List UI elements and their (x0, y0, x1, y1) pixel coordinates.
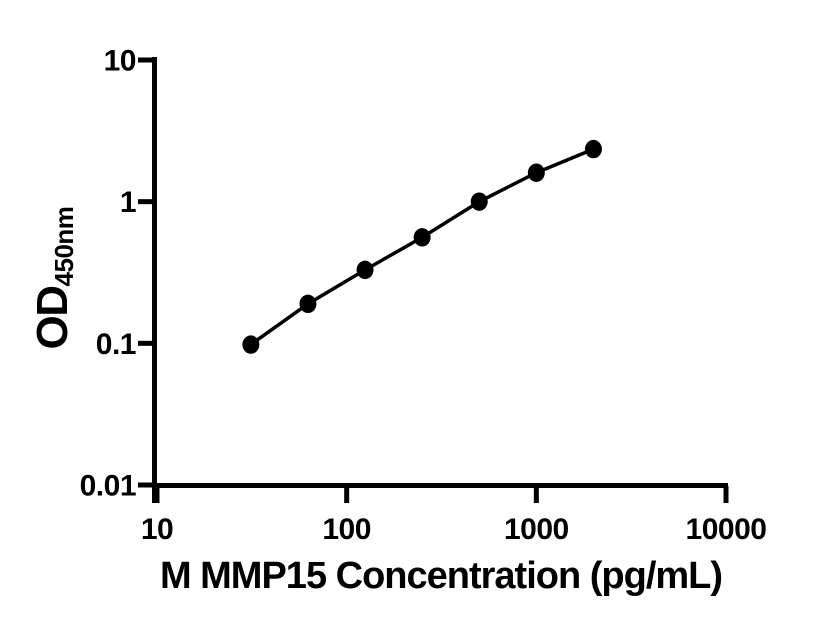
y-tick-label: 1 (120, 186, 136, 219)
y-axis-title-subscript: 450nm (49, 206, 79, 287)
x-axis-title: M MMP15 Concentration (pg/mL) (159, 555, 723, 597)
y-tick-label: 0.01 (80, 470, 136, 503)
data-point-marker (527, 163, 545, 182)
y-axis-title: OD450nm (28, 193, 79, 363)
x-tick-label: 100 (322, 513, 371, 546)
x-tick-label: 1000 (504, 513, 569, 546)
x-tick-label: 10000 (686, 513, 767, 546)
data-point-marker (584, 139, 602, 159)
y-tick-label: 10 (104, 44, 136, 77)
x-tick-label: 10 (141, 513, 173, 546)
data-point-marker (356, 260, 374, 280)
y-axis-title-main: OD (28, 286, 77, 350)
data-point-marker (242, 335, 260, 354)
data-point-marker (470, 192, 488, 211)
data-point-marker (413, 228, 431, 247)
y-tick-label: 0.1 (96, 328, 136, 361)
data-point-marker (299, 294, 317, 314)
